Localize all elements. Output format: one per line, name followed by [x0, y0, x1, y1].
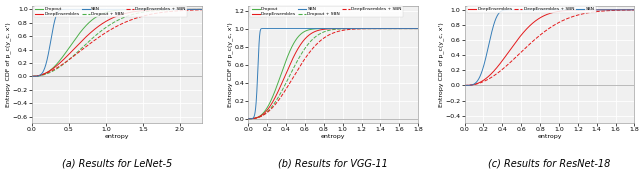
X-axis label: entropy: entropy: [104, 134, 129, 139]
X-axis label: entropy: entropy: [321, 134, 346, 139]
Legend: Dropout, DeepEnsembles, SBN, Dropout + SBN, DeepEnsembles + SBN: Dropout, DeepEnsembles, SBN, Dropout + S…: [250, 6, 403, 17]
Legend: DeepEnsembles, DeepEnsembles + SBN, SBN: DeepEnsembles, DeepEnsembles + SBN, SBN: [467, 6, 596, 13]
Text: (a) Results for LeNet-5: (a) Results for LeNet-5: [61, 159, 172, 169]
Y-axis label: Entropy CDF of p_c(y_c, x'): Entropy CDF of p_c(y_c, x'): [6, 22, 12, 107]
Text: (c) Results for ResNet-18: (c) Results for ResNet-18: [488, 159, 611, 169]
X-axis label: entropy: entropy: [537, 134, 562, 139]
Text: (b) Results for VGG-11: (b) Results for VGG-11: [278, 159, 388, 169]
Y-axis label: Entropy CDF of p_c(y_c, x'): Entropy CDF of p_c(y_c, x'): [438, 22, 444, 107]
Legend: Dropout, DeepEnsembles, SBN, Dropout + SBN, DeepEnsembles + SBN: Dropout, DeepEnsembles, SBN, Dropout + S…: [34, 6, 187, 17]
Y-axis label: Entropy CDF of p_c(y_c, x'): Entropy CDF of p_c(y_c, x'): [227, 22, 233, 107]
